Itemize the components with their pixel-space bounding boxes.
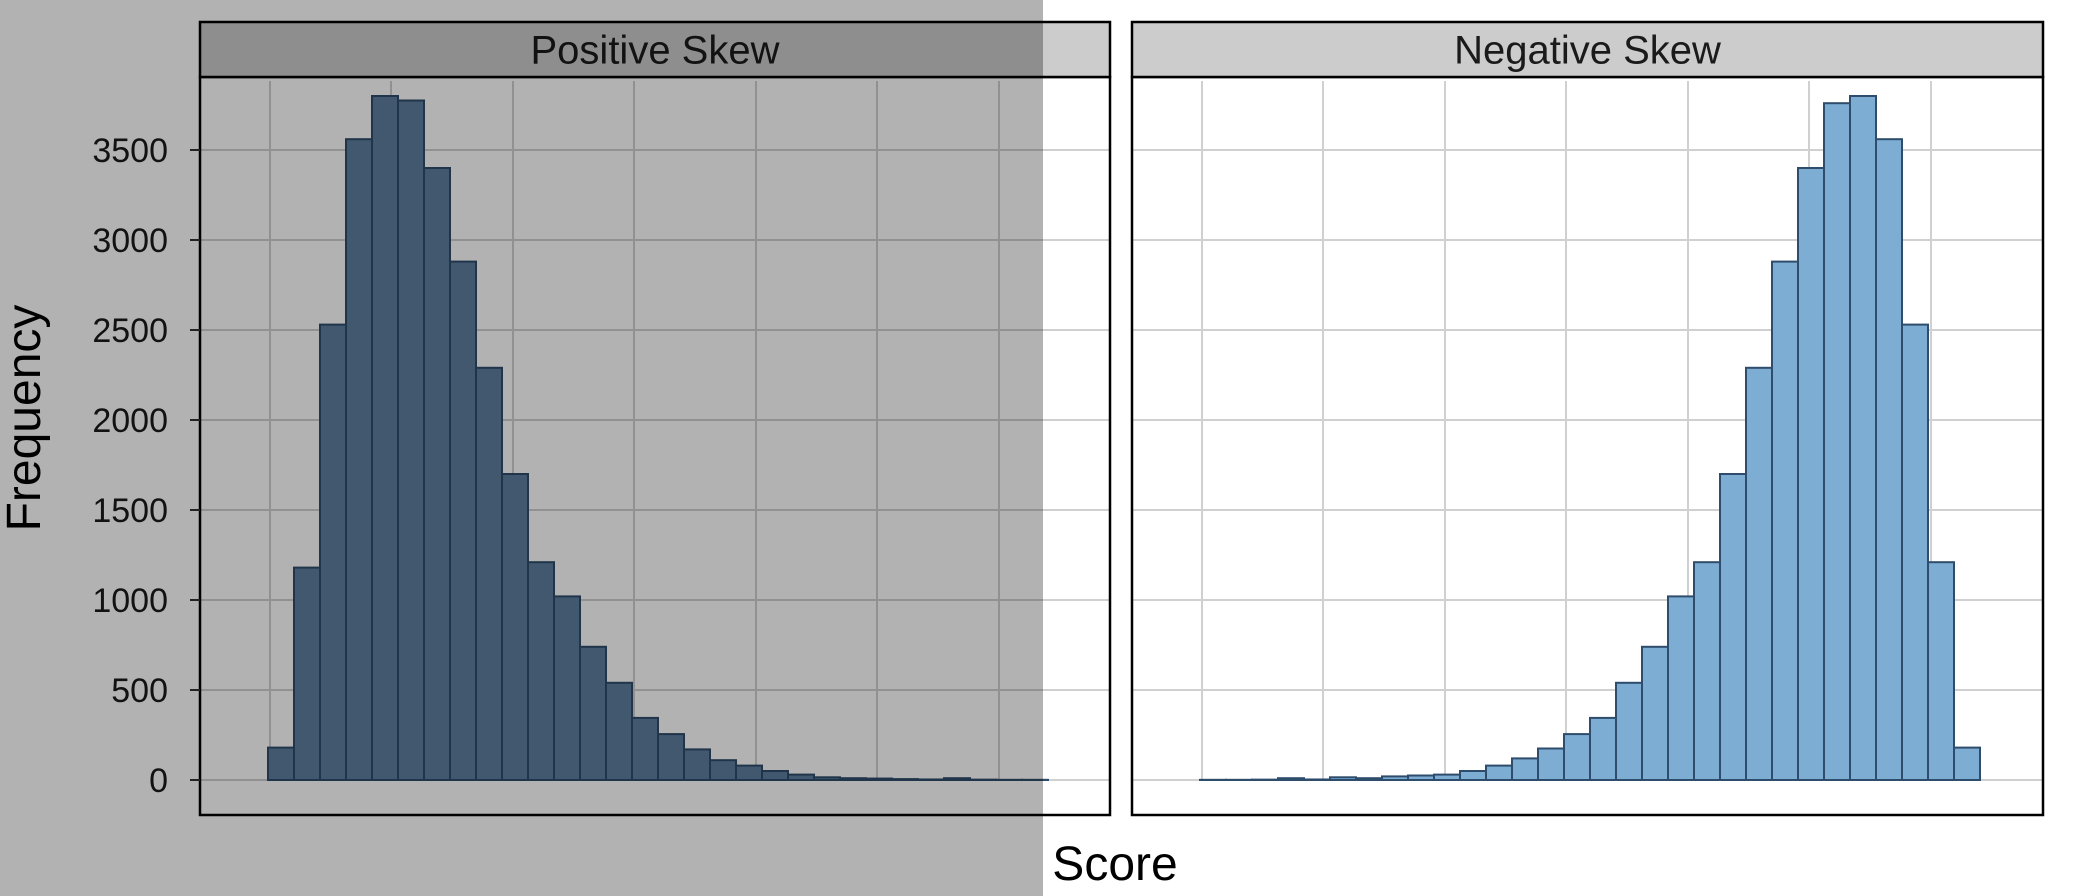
y-tick-label: 2000: [92, 402, 168, 440]
histogram-bar: [397, 99, 425, 781]
histogram-bar: [1875, 138, 1903, 781]
histogram-bar: [1667, 595, 1695, 782]
histogram-bar: [1589, 716, 1617, 782]
histogram-bar: [1927, 561, 1955, 782]
histogram-bar: [319, 323, 347, 781]
y-tick-label: 1500: [92, 492, 168, 530]
histogram-bar: [917, 778, 945, 782]
histogram-bar: [501, 473, 529, 781]
histogram-bar: [1563, 733, 1591, 781]
histogram-bar: [1901, 323, 1929, 781]
histogram-bar: [1459, 770, 1487, 781]
histogram-bar: [1433, 773, 1461, 781]
histogram-bar: [1329, 776, 1357, 781]
histogram-bar: [475, 366, 503, 781]
histogram-bar: [1537, 747, 1565, 781]
histogram-bar: [371, 95, 399, 781]
histogram-bar: [1797, 167, 1825, 781]
histogram-bar: [293, 566, 321, 781]
histogram-bar: [1849, 95, 1877, 781]
facet-panel-2: Negative Skew: [1130, 20, 2045, 817]
facet-strip: [198, 20, 1112, 79]
histogram-bar: [1511, 757, 1539, 782]
facet-strip: [1130, 20, 2045, 79]
histogram-bar: [345, 138, 373, 781]
histogram-bar: [605, 681, 633, 781]
histogram-bar: [1641, 645, 1669, 781]
histogram-bar: [735, 764, 763, 781]
histogram-bar: [683, 748, 711, 782]
facet-strip-label: Negative Skew: [1454, 29, 1721, 73]
histogram-bar: [423, 167, 451, 781]
histogram-bar: [709, 759, 737, 782]
histogram-bar: [839, 777, 867, 782]
histogram-bar: [449, 260, 477, 782]
y-axis-title: Frequency: [0, 305, 51, 532]
histogram-bar: [553, 595, 581, 782]
histogram-bar: [579, 645, 607, 781]
histogram-bar: [891, 778, 919, 781]
histogram-bar: [787, 773, 815, 781]
histogram-bar: [1381, 775, 1409, 782]
y-tick-label: 3000: [92, 222, 168, 260]
histogram-bar: [1407, 774, 1435, 781]
histogram-bar: [657, 733, 685, 781]
y-tick-label: 500: [111, 672, 168, 710]
histogram-bar: [1745, 366, 1773, 781]
histogram-bar: [1303, 778, 1331, 782]
histogram-bar: [1615, 681, 1643, 781]
histogram-bar: [1953, 746, 1981, 781]
facet-strip-label: Positive Skew: [531, 29, 780, 73]
histogram-bar: [1485, 764, 1513, 781]
histogram-bar: [943, 777, 971, 782]
x-axis-title: Score: [1052, 838, 1177, 891]
y-tick-label: 2500: [92, 312, 168, 350]
y-axis: 0 500 1000 1500 2000 2500 3000 3500: [92, 132, 200, 800]
histogram-bar: [1277, 777, 1305, 782]
y-tick-label: 0: [149, 762, 168, 800]
facet-panels: Positive Skew Negative Skew: [198, 20, 2045, 817]
histogram-bar: [527, 561, 555, 782]
histogram-bar: [1823, 102, 1851, 781]
y-tick-label: 3500: [92, 132, 168, 170]
facet-panel-1: Positive Skew: [198, 20, 1112, 817]
histogram-bar: [1771, 260, 1799, 782]
histogram-bar: [813, 776, 841, 781]
histogram-bar: [631, 716, 659, 782]
histogram-bar: [865, 777, 893, 781]
histogram-bar: [1355, 777, 1383, 782]
histogram-bar: [761, 770, 789, 781]
y-tick-label: 1000: [92, 582, 168, 620]
histogram-bar: [267, 746, 295, 781]
histogram-bar: [1719, 473, 1747, 781]
histogram-bar: [1693, 561, 1721, 782]
